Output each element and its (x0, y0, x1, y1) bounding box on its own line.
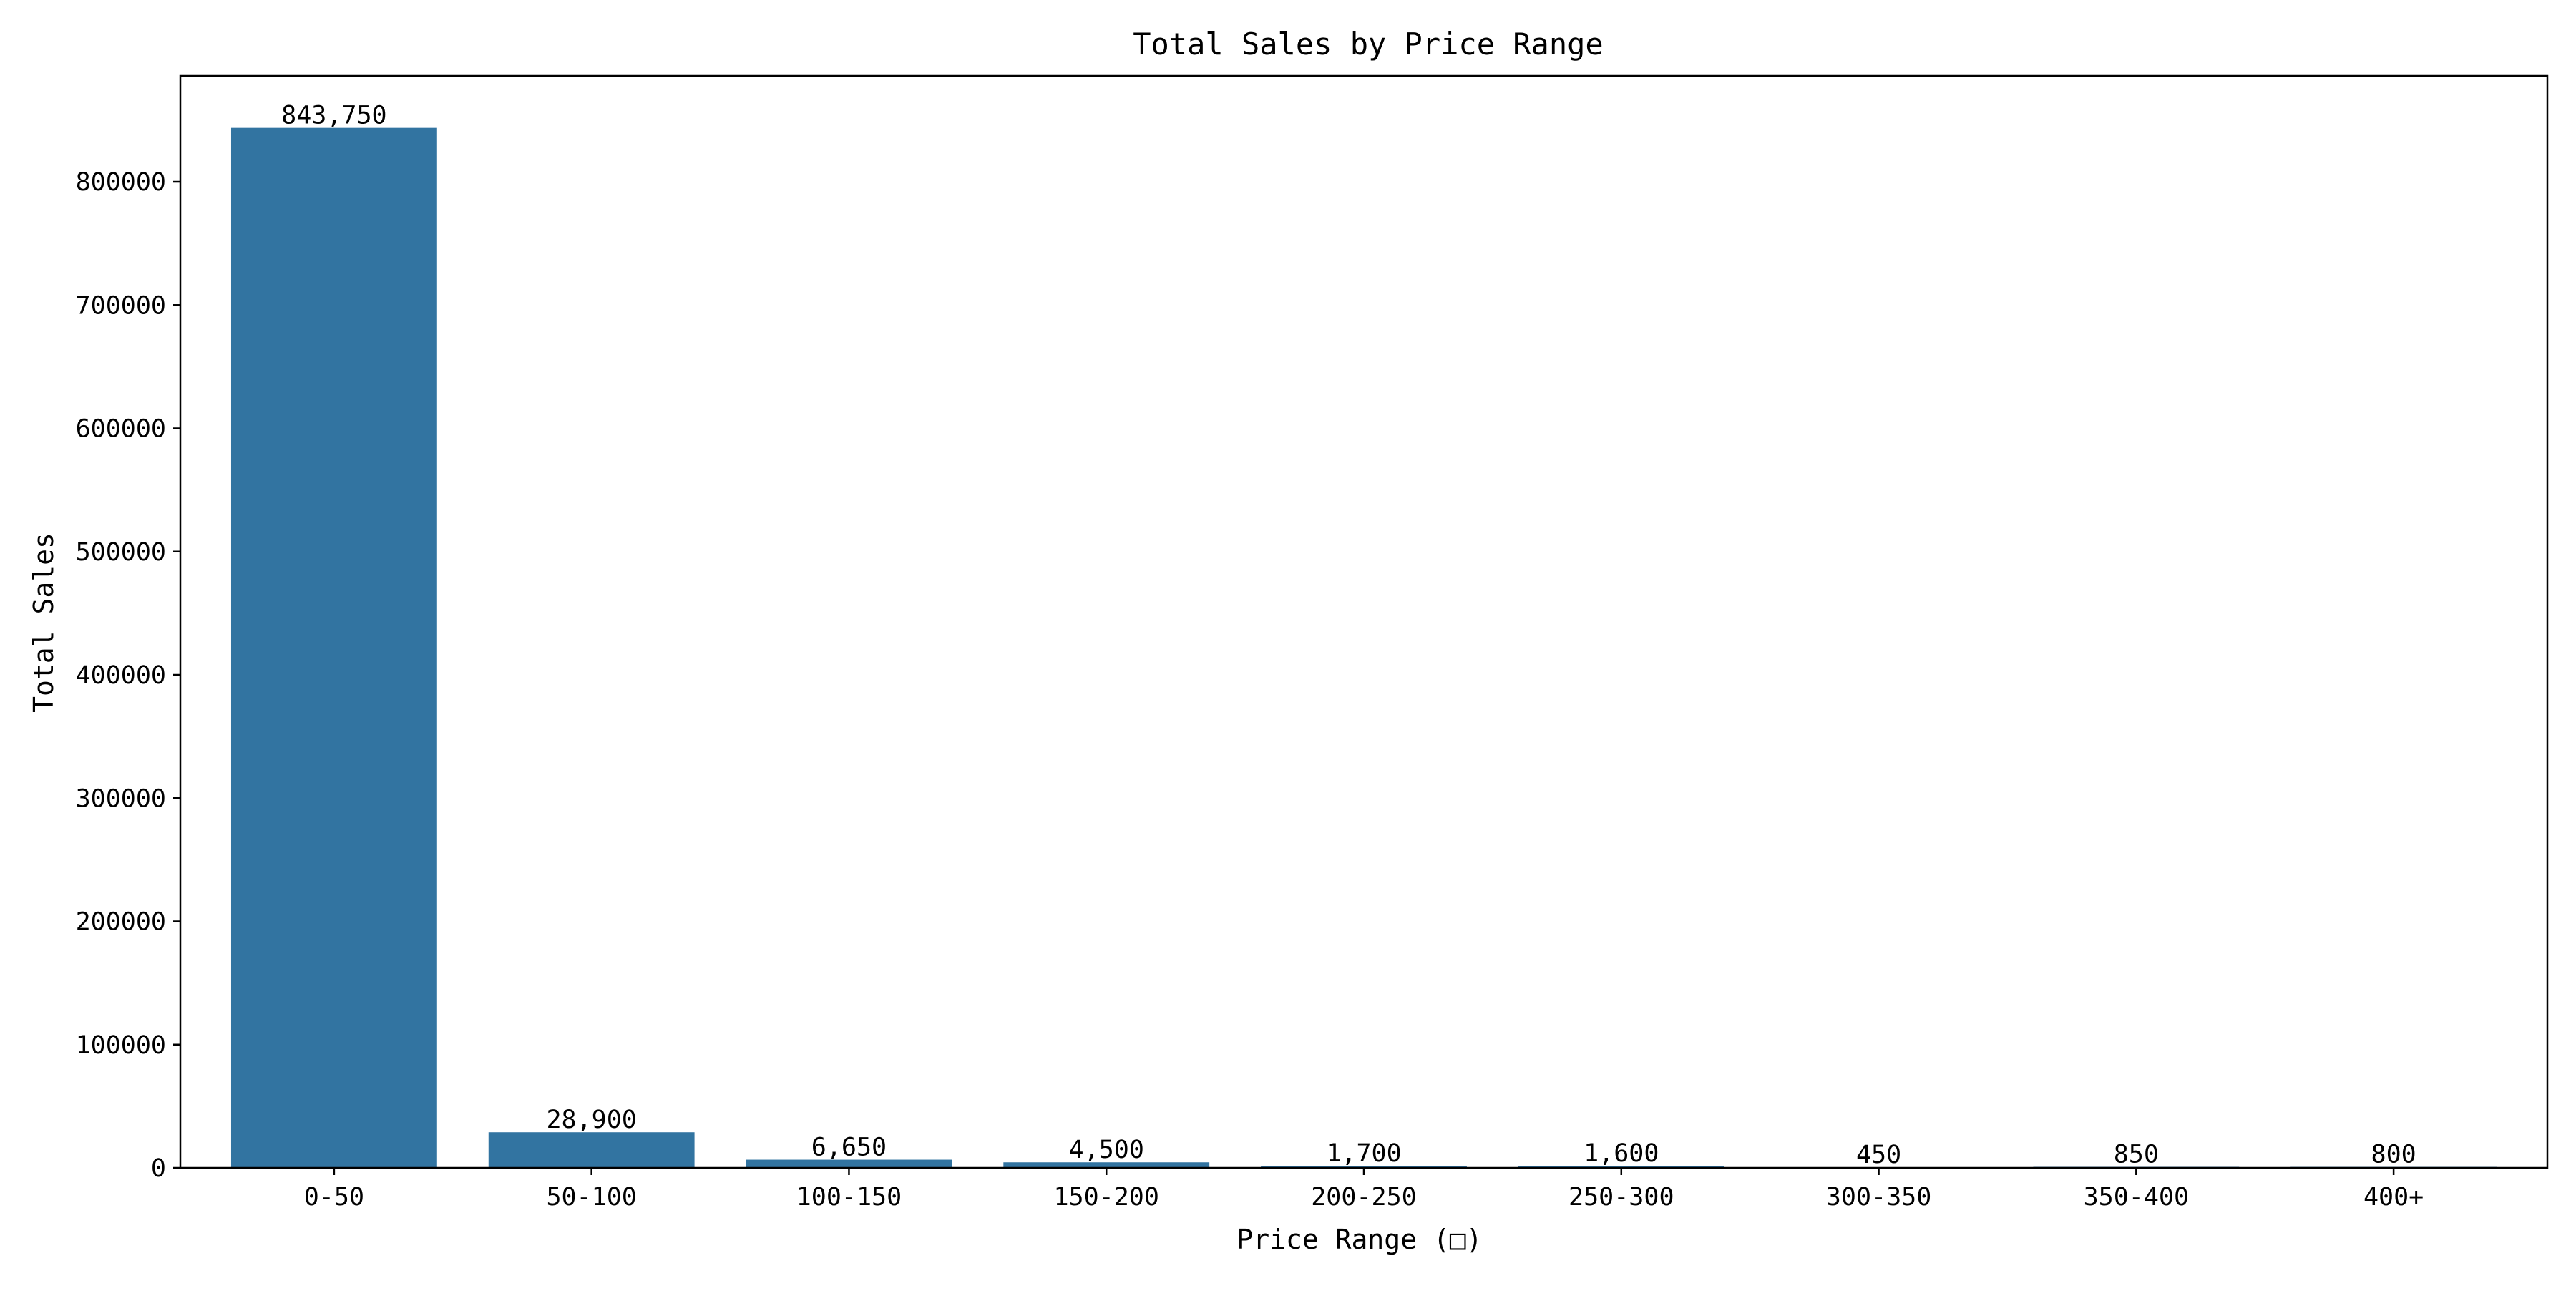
x-tick-label: 50-100 (546, 1183, 636, 1212)
y-tick-label: 700000 (76, 291, 166, 320)
bars-layer (230, 127, 2497, 1169)
bar-250-300 (1518, 1166, 1724, 1168)
y-tick-label: 600000 (76, 415, 166, 444)
bar-100-150 (746, 1159, 952, 1168)
value-label-200-250: 1,700 (1326, 1139, 1401, 1168)
y-axis: 0 100000 200000 300000 400000 500000 600000 700… (76, 168, 180, 1183)
plot-area-frame (179, 74, 2549, 1169)
value-label-100-150: 6,650 (811, 1134, 887, 1162)
x-tick-label: 100-150 (796, 1183, 902, 1212)
bar-200-250 (1261, 1166, 1467, 1168)
x-tick-label: 200-250 (1311, 1183, 1417, 1212)
value-label-250-300: 1,600 (1584, 1139, 1659, 1168)
x-tick-label: 250-300 (1568, 1183, 1674, 1212)
y-tick-label: 0 (151, 1154, 166, 1183)
y-axis-label: Total Sales (28, 532, 59, 713)
bar-150-200 (1003, 1162, 1210, 1168)
value-label-0-50: 843,750 (281, 102, 387, 130)
y-tick-label: 400000 (76, 661, 166, 690)
value-label-150-200: 4,500 (1069, 1136, 1144, 1164)
x-axis: 0-50 50-100 100-150 150-200 200-250 250-300 30… (304, 1168, 2424, 1212)
value-label-350-400: 850 (2114, 1141, 2159, 1169)
value-labels-layer: 843,750 28,900 6,650 4,500 1,700 1,600 450 850 8… (281, 102, 2416, 1170)
x-axis-label: Price Range (□) (1236, 1224, 1482, 1255)
value-label-300-350: 450 (1856, 1141, 1901, 1169)
chart-title: Total Sales by Price Range (1133, 26, 1603, 62)
y-tick-label: 100000 (76, 1031, 166, 1060)
x-tick-label: 300-350 (1826, 1183, 1932, 1212)
value-label-50-100: 28,900 (546, 1106, 636, 1134)
x-tick-label: 150-200 (1053, 1183, 1159, 1212)
x-tick-label: 350-400 (2084, 1183, 2190, 1212)
y-tick-label: 300000 (76, 784, 166, 813)
y-tick-label: 800000 (76, 168, 166, 197)
bar-0-50 (230, 127, 437, 1169)
y-tick-label: 200000 (76, 908, 166, 937)
x-tick-label: 0-50 (304, 1183, 364, 1212)
x-tick-label: 400+ (2363, 1183, 2424, 1212)
value-label-400+: 800 (2371, 1141, 2416, 1169)
bar-50-100 (488, 1132, 695, 1168)
y-tick-label: 500000 (76, 538, 166, 567)
